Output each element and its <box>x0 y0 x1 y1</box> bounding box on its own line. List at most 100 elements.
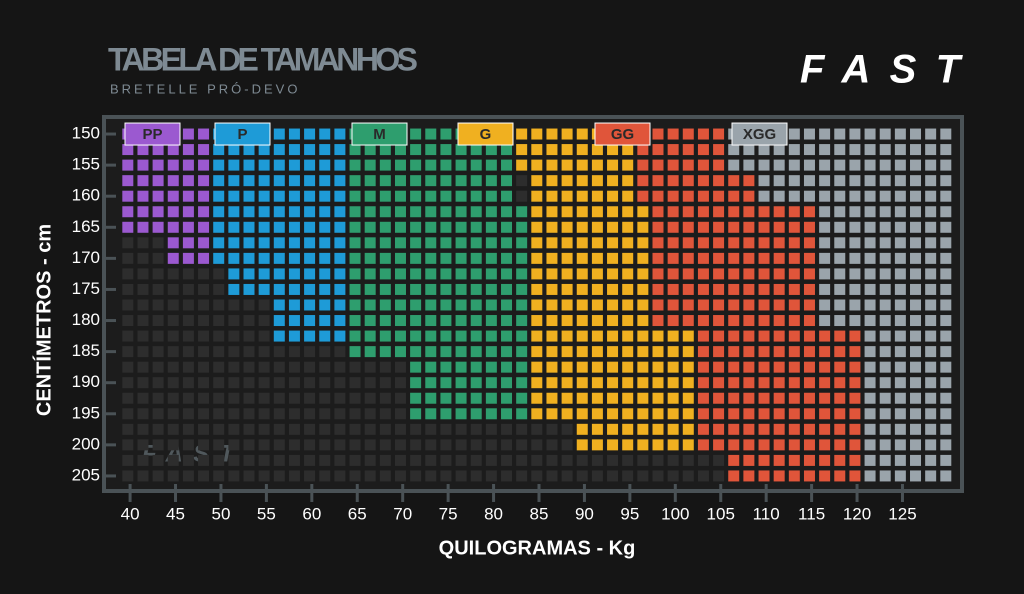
empty-cell <box>198 408 210 420</box>
size-cell <box>485 361 497 373</box>
size-cell <box>940 237 952 249</box>
empty-cell <box>213 470 225 482</box>
empty-cell <box>364 377 376 389</box>
size-cell <box>667 315 679 327</box>
empty-cell <box>576 470 588 482</box>
empty-cell <box>122 252 134 264</box>
empty-cell <box>394 392 406 404</box>
size-cell <box>243 206 255 218</box>
size-cell <box>304 159 316 171</box>
size-cell <box>940 377 952 389</box>
size-cell <box>516 221 528 233</box>
size-cell <box>470 392 482 404</box>
empty-cell <box>319 470 331 482</box>
size-cell <box>334 283 346 295</box>
size-cell <box>546 268 558 280</box>
size-cell <box>788 221 800 233</box>
empty-cell <box>607 454 619 466</box>
size-cell <box>743 315 755 327</box>
size-cell <box>243 221 255 233</box>
size-cell <box>364 221 376 233</box>
size-cell <box>849 408 861 420</box>
size-cell <box>243 268 255 280</box>
empty-cell <box>470 454 482 466</box>
size-cell <box>349 159 361 171</box>
size-cell <box>758 159 770 171</box>
size-cell <box>410 175 422 187</box>
size-cell <box>167 144 179 156</box>
size-cell <box>349 268 361 280</box>
size-cell <box>273 283 285 295</box>
size-cell <box>925 470 937 482</box>
size-cell <box>485 175 497 187</box>
empty-cell <box>531 423 543 435</box>
size-cell <box>728 454 740 466</box>
size-cell <box>546 190 558 202</box>
size-cell <box>152 190 164 202</box>
size-cell <box>834 175 846 187</box>
size-cell <box>667 283 679 295</box>
size-cell <box>591 439 603 451</box>
size-cell <box>622 237 634 249</box>
size-cell <box>652 377 664 389</box>
empty-cell <box>228 392 240 404</box>
size-cell <box>834 392 846 404</box>
empty-cell <box>304 392 316 404</box>
empty-cell <box>440 423 452 435</box>
size-cell <box>894 175 906 187</box>
empty-cell <box>228 330 240 342</box>
size-cell <box>531 361 543 373</box>
size-cell <box>516 159 528 171</box>
empty-cell <box>198 392 210 404</box>
empty-cell <box>364 392 376 404</box>
size-cell <box>304 206 316 218</box>
x-tick-label: 100 <box>661 504 689 523</box>
size-cell <box>425 144 437 156</box>
size-cell <box>697 252 709 264</box>
size-cell <box>819 283 831 295</box>
empty-cell <box>213 315 225 327</box>
size-cell <box>667 268 679 280</box>
size-cell <box>879 190 891 202</box>
size-cell <box>788 144 800 156</box>
size-cell <box>501 330 513 342</box>
size-cell <box>546 315 558 327</box>
size-cell <box>682 190 694 202</box>
size-cell <box>319 206 331 218</box>
size-cell <box>425 377 437 389</box>
size-label: XGG <box>743 126 776 143</box>
size-cell <box>894 128 906 140</box>
empty-cell <box>152 315 164 327</box>
empty-cell <box>349 392 361 404</box>
size-cell <box>243 252 255 264</box>
size-cell <box>470 299 482 311</box>
size-cell <box>485 283 497 295</box>
size-cell <box>758 221 770 233</box>
y-tick-label: 185 <box>72 341 100 360</box>
empty-cell <box>167 346 179 358</box>
size-cell <box>682 315 694 327</box>
size-cell <box>622 268 634 280</box>
size-cell <box>819 159 831 171</box>
size-cell <box>940 346 952 358</box>
empty-cell <box>334 454 346 466</box>
size-cell <box>319 221 331 233</box>
empty-cell <box>243 330 255 342</box>
size-label-box <box>124 122 181 146</box>
size-cell <box>803 346 815 358</box>
size-cell <box>607 268 619 280</box>
size-cell <box>879 392 891 404</box>
empty-cell <box>425 439 437 451</box>
size-cell <box>137 144 149 156</box>
empty-cell <box>152 252 164 264</box>
size-cell <box>940 423 952 435</box>
empty-cell <box>531 454 543 466</box>
size-cell <box>637 237 649 249</box>
empty-cell <box>137 299 149 311</box>
size-cell <box>228 252 240 264</box>
size-cell <box>122 206 134 218</box>
size-cell <box>379 144 391 156</box>
size-cell <box>819 206 831 218</box>
x-tick-label: 65 <box>348 504 367 523</box>
empty-cell <box>394 377 406 389</box>
